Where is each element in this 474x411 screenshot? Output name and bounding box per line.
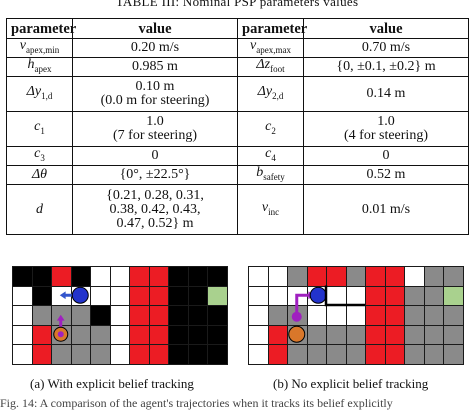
parameter-cell: Δzfoot [237, 57, 304, 77]
figure-b-caption: (b) No explicit belief tracking [273, 376, 429, 391]
table-row: Δy1,d 0.10 m (0.0 m for steering) Δy2,d 0.14… [6, 76, 469, 112]
parameter-cell: bsafety [237, 165, 304, 185]
value-cell: 0.01 m/s [303, 184, 469, 235]
belief-marker-center [57, 331, 64, 338]
table-row: Δθ {0°, ±22.5°} bsafety 0.52 m [6, 165, 469, 185]
table-row: c1 1.0 (7 for steering) c2 1.0 (4 for steerin… [6, 111, 469, 147]
table-row: vapex,min 0.20 m/s vapex,max 0.70 m/s [6, 38, 469, 58]
header-parameter-2: parameter [237, 18, 307, 39]
trajectory-overlay [53, 286, 89, 342]
arrow-head [56, 314, 65, 321]
value-cell: {0.21, 0.28, 0.31, 0.38, 0.42, 0.43, 0.47,… [72, 184, 238, 235]
trajectory-path [295, 293, 311, 317]
goal-region [443, 285, 464, 306]
wall-outline [324, 285, 365, 307]
grid-cell [207, 344, 228, 365]
value-cell: 0 [72, 146, 238, 166]
value-cell: 0.14 m [303, 76, 469, 112]
value-cell: 1.0 (7 for steering) [72, 111, 238, 147]
value-cell: 0.985 m [72, 57, 238, 77]
figure-footer-caption: Fig. 14: A comparison of the agent's tra… [0, 396, 393, 410]
table-caption: TABLE III: Nominal PSP parameters values [115, 0, 359, 9]
parameter-cell: Δy2,d [237, 76, 304, 112]
grid-map-b [248, 266, 464, 365]
table-row: hapex 0.985 m Δzfoot {0, ±0.1, ±0.2} m [6, 57, 469, 77]
value-cell: 0.52 m [303, 165, 469, 185]
agent-marker [309, 286, 327, 304]
parameter-cell: vinc [237, 184, 304, 235]
table-row: d {0.21, 0.28, 0.31, 0.38, 0.42, 0.43, 0.47… [6, 184, 469, 235]
parameter-cell: Δθ [6, 165, 73, 185]
figure-a-caption: (a) With explicit belief tracking [30, 376, 194, 391]
parameter-cell: vapex,min [6, 38, 73, 58]
parameter-cell: c1 [6, 111, 73, 147]
waypoint-marker [291, 311, 302, 322]
value-cell: 1.0 (4 for steering) [303, 111, 469, 147]
parameter-cell: c4 [237, 146, 304, 166]
table-header-row: parameter value parameter value [6, 18, 469, 39]
figure-b [248, 266, 464, 365]
figure-a [12, 266, 228, 365]
value-cell: {0°, ±22.5°} [72, 165, 238, 185]
header-value-2: value [303, 18, 469, 39]
parameter-cell: c2 [237, 111, 304, 147]
parameter-cell: d [6, 184, 73, 235]
parameter-cell: hapex [6, 57, 73, 77]
grid-map-a [12, 266, 228, 365]
start-marker [288, 325, 306, 343]
trajectory-overlay [288, 285, 365, 343]
header-value-1: value [72, 18, 238, 39]
value-cell: {0, ±0.1, ±0.2} m [303, 57, 469, 77]
arrow-head [59, 291, 66, 300]
goal-region [207, 285, 228, 306]
grid-cell [443, 344, 464, 365]
value-cell: 0 [303, 146, 469, 166]
agent-marker [71, 286, 89, 304]
value-cell: 0.20 m/s [72, 38, 238, 58]
parameter-cell: c3 [6, 146, 73, 166]
value-cell: 0.70 m/s [303, 38, 469, 58]
header-parameter-1: parameter [6, 18, 76, 39]
table-row: c3 0 c4 0 [6, 146, 469, 166]
parameter-cell: vapex,max [237, 38, 304, 58]
parameter-cell: Δy1,d [6, 76, 73, 112]
value-cell: 0.10 m (0.0 m for steering) [72, 76, 238, 112]
parameters-table: parameter value parameter value vapex,mi… [6, 18, 469, 235]
